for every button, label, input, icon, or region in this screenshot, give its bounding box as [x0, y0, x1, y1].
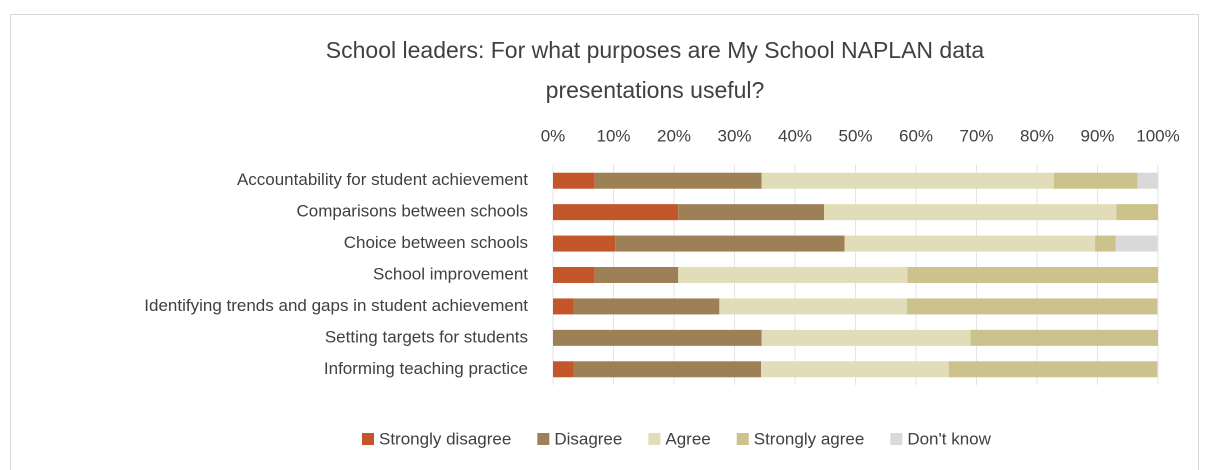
bar-segment [1137, 172, 1158, 189]
chart-border [10, 14, 1199, 470]
legend-label: Strongly disagree [379, 429, 511, 448]
x-tick-label: 100% [1136, 126, 1179, 145]
bar-segment [615, 235, 845, 252]
x-tick-label: 30% [717, 126, 751, 145]
legend-swatch [362, 433, 374, 445]
bar-segment [553, 267, 595, 283]
bar-segment [573, 361, 762, 378]
bar-segment [948, 361, 1158, 378]
x-tick-label: 10% [596, 126, 630, 145]
legend-swatch [890, 433, 903, 445]
x-tick-label: 70% [959, 126, 993, 145]
chart-title: School leaders: For what purposes are My… [325, 37, 985, 103]
legend-swatch [736, 433, 749, 445]
legend-label: Strongly agree [754, 429, 865, 448]
y-tick-label: Informing teaching practice [324, 359, 528, 378]
bar-segment [678, 204, 825, 221]
bar-segment [553, 361, 574, 378]
bar-segment [594, 172, 762, 189]
legend-swatch [537, 433, 550, 445]
y-tick-label: Identifying trends and gaps in student a… [144, 296, 528, 315]
x-tick-label: 50% [838, 126, 872, 145]
bar-segment [1116, 204, 1158, 221]
bar-segment [553, 204, 679, 221]
bar-segment [553, 298, 574, 315]
y-tick-label: Choice between schools [344, 233, 528, 252]
bar-segment [1095, 235, 1116, 252]
bar-segment [761, 329, 971, 346]
legend-label: Disagree [554, 429, 622, 448]
bar-segment [553, 172, 595, 189]
bar-segment [678, 267, 908, 283]
x-tick-label: 80% [1020, 126, 1054, 145]
bar-segment [824, 204, 1117, 221]
y-tick-label: Accountability for student achievement [237, 170, 528, 189]
legend-label: Agree [665, 429, 710, 448]
bar-segment [907, 267, 1158, 283]
x-tick-label: 20% [657, 126, 691, 145]
bar-segment [719, 298, 907, 315]
legend-swatch [648, 433, 661, 445]
x-tick-label: 90% [1080, 126, 1114, 145]
bar-segment [1053, 172, 1138, 189]
bar-segment [1115, 235, 1158, 252]
y-tick-label: Setting targets for students [325, 327, 528, 346]
bar-segment [970, 329, 1158, 346]
bar-segment [553, 329, 762, 346]
x-tick-label: 40% [778, 126, 812, 145]
y-tick-label: Comparisons between schools [296, 202, 528, 221]
x-tick-label: 60% [899, 126, 933, 145]
bar-segment [761, 361, 949, 378]
legend-label: Don't know [907, 429, 991, 448]
bar-segment [761, 172, 1054, 189]
bar-segment [906, 298, 1158, 315]
bar-segment [844, 235, 1096, 252]
bar-segment [594, 267, 679, 283]
bar-segment [553, 235, 616, 252]
y-tick-label: School improvement [373, 264, 528, 283]
x-tick-label: 0% [541, 126, 566, 145]
bar-segment [573, 298, 720, 315]
